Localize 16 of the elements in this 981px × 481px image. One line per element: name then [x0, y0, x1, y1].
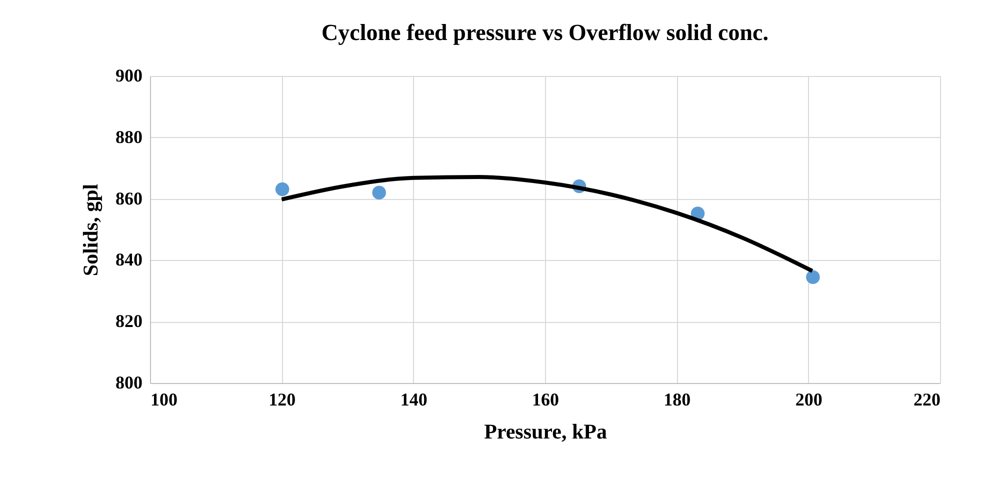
x-tick-label: 200 — [795, 390, 822, 410]
x-tick-label: 220 — [914, 390, 940, 410]
y-tick-label: 900 — [116, 66, 142, 86]
y-tick-label: 820 — [116, 311, 142, 332]
y-tick-label: 880 — [116, 126, 142, 147]
x-tick-label: 160 — [532, 390, 559, 410]
y-tick-label: 800 — [116, 372, 142, 392]
y-tick-label: 840 — [116, 250, 142, 270]
x-tick-label: 140 — [400, 390, 428, 410]
chart-title: Cyclone feed pressure vs Overflow solid conc. — [322, 20, 768, 45]
x-tick-label: 100 — [150, 390, 178, 410]
x-tick-label: 120 — [268, 390, 296, 410]
x-axis-title: Pressure, kPa — [484, 420, 608, 444]
x-tick-label: 180 — [664, 390, 691, 410]
y-tick-label: 860 — [116, 188, 142, 208]
y-axis-title: Solids, gpl — [78, 184, 102, 276]
